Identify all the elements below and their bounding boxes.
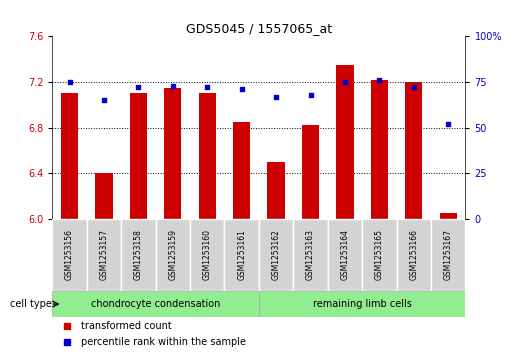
Bar bbox=[328, 219, 362, 291]
Bar bbox=[61, 93, 78, 219]
Bar bbox=[259, 291, 465, 317]
Text: percentile rank within the sample: percentile rank within the sample bbox=[81, 337, 246, 347]
Text: GSM1253157: GSM1253157 bbox=[99, 229, 108, 280]
Point bbox=[65, 79, 74, 85]
Bar bbox=[293, 219, 328, 291]
Text: GSM1253156: GSM1253156 bbox=[65, 229, 74, 280]
Text: remaining limb cells: remaining limb cells bbox=[313, 299, 412, 309]
Point bbox=[444, 121, 452, 127]
Text: GSM1253159: GSM1253159 bbox=[168, 229, 177, 280]
Bar bbox=[121, 219, 156, 291]
Text: GSM1253158: GSM1253158 bbox=[134, 229, 143, 280]
Text: cell type: cell type bbox=[10, 299, 52, 309]
Bar bbox=[371, 79, 388, 219]
Point bbox=[63, 339, 71, 344]
Text: GSM1253166: GSM1253166 bbox=[410, 229, 418, 280]
Bar bbox=[190, 219, 224, 291]
Point bbox=[306, 92, 315, 98]
Point bbox=[237, 86, 246, 92]
Bar bbox=[224, 219, 259, 291]
Bar bbox=[164, 87, 181, 219]
Text: GSM1253160: GSM1253160 bbox=[203, 229, 212, 280]
Point bbox=[203, 85, 211, 90]
Point bbox=[272, 94, 280, 99]
Point bbox=[168, 83, 177, 89]
Text: transformed count: transformed count bbox=[81, 321, 172, 331]
Bar bbox=[431, 219, 465, 291]
Bar bbox=[52, 291, 259, 317]
Point bbox=[63, 323, 71, 329]
Bar bbox=[440, 213, 457, 219]
Text: GSM1253167: GSM1253167 bbox=[444, 229, 453, 280]
Bar bbox=[87, 219, 121, 291]
Point bbox=[410, 85, 418, 90]
Point bbox=[100, 97, 108, 103]
Text: GSM1253162: GSM1253162 bbox=[271, 229, 281, 280]
Bar bbox=[302, 125, 319, 219]
Text: GSM1253165: GSM1253165 bbox=[375, 229, 384, 280]
Bar bbox=[52, 219, 87, 291]
Bar bbox=[130, 93, 147, 219]
Bar bbox=[362, 219, 396, 291]
Bar bbox=[95, 173, 112, 219]
Title: GDS5045 / 1557065_at: GDS5045 / 1557065_at bbox=[186, 22, 332, 35]
Point bbox=[375, 77, 383, 83]
Bar bbox=[233, 122, 251, 219]
Bar bbox=[156, 219, 190, 291]
Text: GSM1253161: GSM1253161 bbox=[237, 229, 246, 280]
Bar bbox=[267, 162, 285, 219]
Bar bbox=[336, 65, 354, 219]
Bar bbox=[259, 219, 293, 291]
Point bbox=[134, 85, 143, 90]
Text: GSM1253163: GSM1253163 bbox=[306, 229, 315, 280]
Text: GSM1253164: GSM1253164 bbox=[340, 229, 349, 280]
Bar bbox=[405, 82, 423, 219]
Bar bbox=[199, 93, 216, 219]
Point bbox=[341, 79, 349, 85]
Text: chondrocyte condensation: chondrocyte condensation bbox=[91, 299, 220, 309]
Bar bbox=[396, 219, 431, 291]
